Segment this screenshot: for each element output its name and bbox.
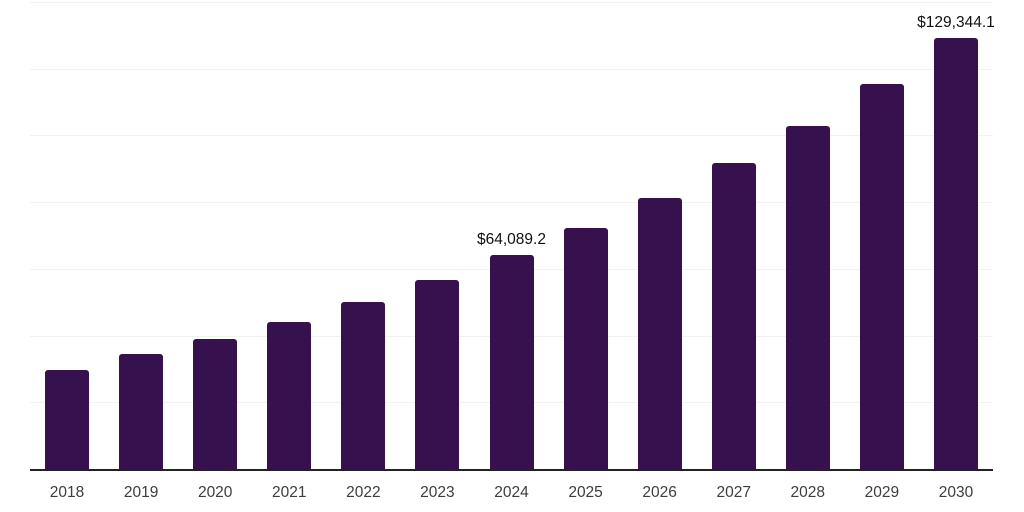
bar-2027[interactable] (711, 163, 756, 469)
gridline-80000 (30, 202, 993, 204)
bar-2028[interactable] (785, 126, 830, 469)
bar-2020[interactable] (193, 339, 238, 469)
x-tick-2021: 2021 (272, 484, 307, 501)
bar-2022[interactable] (341, 301, 386, 469)
bar-2024[interactable] (489, 255, 534, 469)
bar-2023[interactable] (415, 280, 460, 469)
x-tick-2020: 2020 (197, 484, 233, 501)
bar-2030[interactable] (933, 37, 978, 469)
x-tick-2024: 2024 (494, 484, 529, 501)
x-tick-2025: 2025 (568, 484, 603, 501)
x-tick-2019: 2019 (123, 484, 159, 501)
bar-2021[interactable] (267, 321, 312, 469)
bar-2019[interactable] (119, 353, 164, 469)
x-tick-2029: 2029 (864, 484, 900, 501)
x-tick-2022: 2022 (346, 484, 381, 501)
gridline-140000 (30, 2, 993, 3)
gridline-100000 (30, 135, 993, 137)
x-tick-2027: 2027 (716, 484, 751, 501)
x-tick-2023: 2023 (420, 484, 455, 501)
x-tick-2030: 2030 (938, 484, 974, 501)
x-tick-2028: 2028 (790, 484, 826, 501)
x-tick-2026: 2026 (642, 484, 677, 501)
gridline-120000 (30, 68, 993, 70)
x-axis-line (30, 469, 993, 471)
bar-2018[interactable] (45, 370, 90, 469)
x-tick-2018: 2018 (49, 484, 85, 501)
bar-2026[interactable] (637, 197, 682, 469)
bar-2029[interactable] (859, 84, 904, 469)
bar-2025[interactable] (563, 228, 608, 469)
value-label-2030: $129,344.1 (917, 13, 995, 31)
value-label-2024: $64,089.2 (477, 231, 546, 249)
